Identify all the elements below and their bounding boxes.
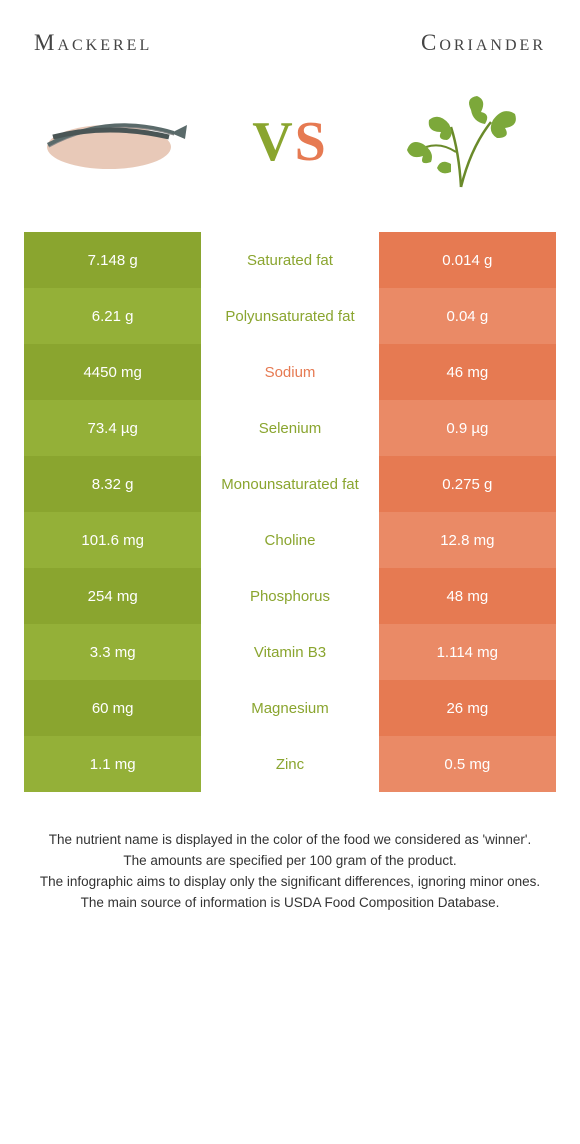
table-row: 73.4 µgSelenium0.9 µg xyxy=(24,400,556,456)
nutrient-table: 7.148 gSaturated fat0.014 g6.21 gPolyuns… xyxy=(24,232,556,792)
table-row: 254 mgPhosphorus48 mg xyxy=(24,568,556,624)
infographic-container: Mackerel Coriander VS xyxy=(0,0,580,934)
nutrient-label: Magnesium xyxy=(201,680,378,736)
left-value: 254 mg xyxy=(24,568,201,624)
nutrient-label: Sodium xyxy=(201,344,378,400)
right-value: 48 mg xyxy=(379,568,556,624)
nutrient-label: Phosphorus xyxy=(201,568,378,624)
right-value: 0.5 mg xyxy=(379,736,556,792)
table-row: 6.21 gPolyunsaturated fat0.04 g xyxy=(24,288,556,344)
right-value: 26 mg xyxy=(379,680,556,736)
table-row: 1.1 mgZinc0.5 mg xyxy=(24,736,556,792)
right-value: 1.114 mg xyxy=(379,624,556,680)
left-value: 60 mg xyxy=(24,680,201,736)
right-value: 0.9 µg xyxy=(379,400,556,456)
left-value: 1.1 mg xyxy=(24,736,201,792)
coriander-image xyxy=(386,92,546,192)
right-value: 46 mg xyxy=(379,344,556,400)
right-value: 0.04 g xyxy=(379,288,556,344)
left-value: 101.6 mg xyxy=(24,512,201,568)
left-food-title: Mackerel xyxy=(34,30,152,56)
footnote-line: The nutrient name is displayed in the co… xyxy=(34,830,546,851)
vs-label: VS xyxy=(252,110,328,174)
right-value: 12.8 mg xyxy=(379,512,556,568)
footnotes: The nutrient name is displayed in the co… xyxy=(24,830,556,914)
table-row: 8.32 gMonounsaturated fat0.275 g xyxy=(24,456,556,512)
table-row: 4450 mgSodium46 mg xyxy=(24,344,556,400)
header: Mackerel Coriander xyxy=(24,30,556,56)
footnote-line: The main source of information is USDA F… xyxy=(34,893,546,914)
nutrient-label: Selenium xyxy=(201,400,378,456)
nutrient-label: Polyunsaturated fat xyxy=(201,288,378,344)
vs-letter-s: S xyxy=(295,111,328,173)
vs-letter-v: V xyxy=(252,111,294,173)
nutrient-label: Zinc xyxy=(201,736,378,792)
left-value: 8.32 g xyxy=(24,456,201,512)
table-row: 7.148 gSaturated fat0.014 g xyxy=(24,232,556,288)
right-value: 0.014 g xyxy=(379,232,556,288)
nutrient-label: Saturated fat xyxy=(201,232,378,288)
nutrient-label: Monounsaturated fat xyxy=(201,456,378,512)
fish-icon xyxy=(39,107,189,177)
table-row: 101.6 mgCholine12.8 mg xyxy=(24,512,556,568)
mackerel-image xyxy=(34,92,194,192)
left-value: 7.148 g xyxy=(24,232,201,288)
footnote-line: The amounts are specified per 100 gram o… xyxy=(34,851,546,872)
footnote-line: The infographic aims to display only the… xyxy=(34,872,546,893)
left-value: 6.21 g xyxy=(24,288,201,344)
left-value: 3.3 mg xyxy=(24,624,201,680)
right-value: 0.275 g xyxy=(379,456,556,512)
table-row: 3.3 mgVitamin B31.114 mg xyxy=(24,624,556,680)
nutrient-label: Choline xyxy=(201,512,378,568)
left-value: 73.4 µg xyxy=(24,400,201,456)
vs-row: VS xyxy=(24,92,556,192)
right-food-title: Coriander xyxy=(421,30,546,56)
left-value: 4450 mg xyxy=(24,344,201,400)
table-row: 60 mgMagnesium26 mg xyxy=(24,680,556,736)
herb-icon xyxy=(401,92,531,192)
nutrient-label: Vitamin B3 xyxy=(201,624,378,680)
